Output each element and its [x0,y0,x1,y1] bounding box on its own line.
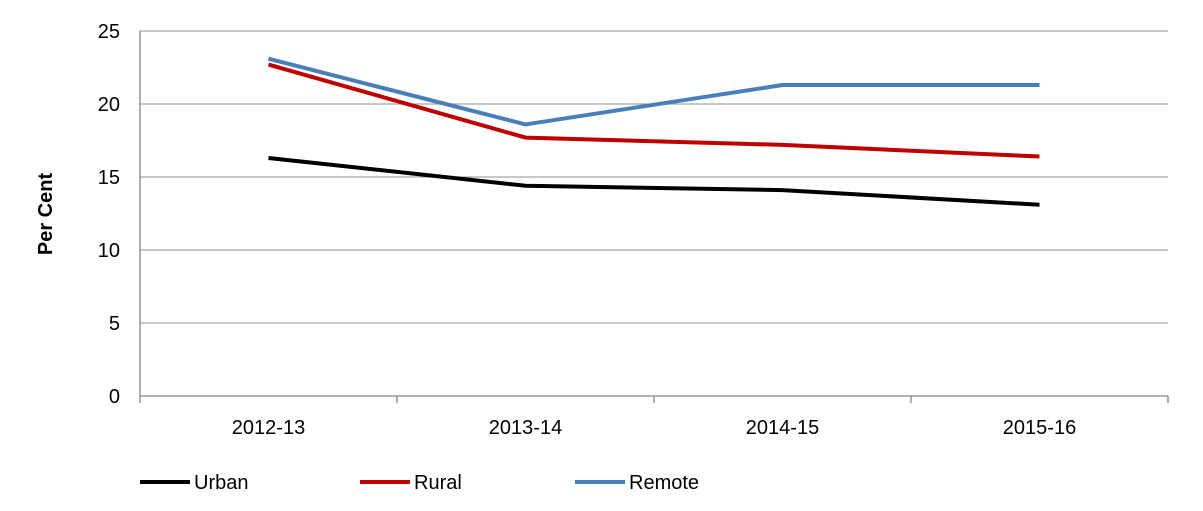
x-tick-label: 2013-14 [489,417,562,439]
x-tick-label: 2014-15 [746,417,819,439]
y-tick-label: 15 [98,167,120,189]
x-tick-labels: 2012-13 2013-14 2014-15 2015-16 [232,417,1076,439]
gridlines [140,30,1168,324]
series-line-urban [268,156,1040,207]
legend-label: Rural [414,472,462,494]
y-tick-label: 20 [98,94,120,116]
y-axis-title: Per Cent [35,173,57,256]
y-tick-label: 5 [109,313,120,335]
y-tick-label: 25 [98,21,120,43]
series-line-remote [268,56,1040,127]
legend-item-urban: Urban [140,472,248,494]
y-tick-labels: 0 5 10 15 20 25 [98,21,120,408]
legend-item-rural: Rural [360,472,462,494]
series [267,56,1040,207]
y-tick-label: 0 [109,386,120,408]
legend-label: Remote [629,472,699,494]
legend: Urban Rural Remote [140,472,699,494]
axes [139,31,1169,403]
legend-item-remote: Remote [575,472,699,494]
y-tick-label: 10 [98,240,120,262]
x-tick-label: 2012-13 [232,417,305,439]
series-line-rural [267,62,1040,159]
legend-label: Urban [194,472,248,494]
x-tick-label: 2015-16 [1003,417,1076,439]
